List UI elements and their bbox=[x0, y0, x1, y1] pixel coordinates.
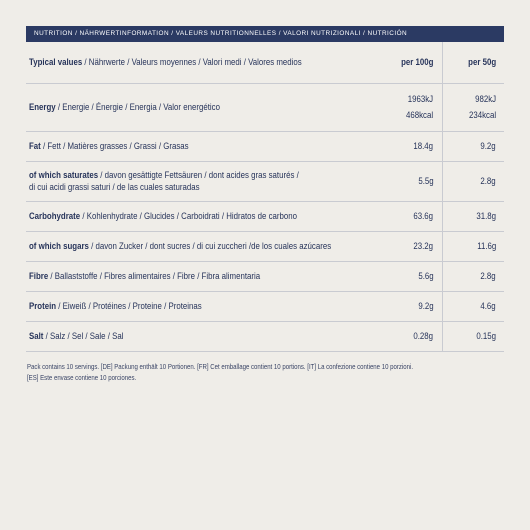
table-row-protein: Protein / Eiweiß / Protéines / Proteine … bbox=[26, 291, 504, 322]
table-row-carbohydrate: Carbohydrate / Kohlenhydrate / Glucides … bbox=[26, 201, 504, 232]
carbohydrate-per-50g: 31.8g bbox=[442, 201, 504, 232]
carbohydrate-translations: / Kohlenhydrate / Glucides / Carboidrati… bbox=[80, 210, 298, 222]
protein-translations: / Eiweiß / Protéines / Proteine / Protei… bbox=[56, 300, 202, 312]
energy-label: Energy bbox=[29, 101, 56, 113]
table-row-fibre: Fibre / Ballaststoffe / Fibres alimentai… bbox=[26, 261, 504, 292]
salt-label-cell: Salt / Salz / Sel / Sale / Sal bbox=[26, 321, 376, 352]
carbohydrate-label-cell: Carbohydrate / Kohlenhydrate / Glucides … bbox=[26, 201, 376, 232]
sugars-label: of which sugars bbox=[29, 240, 89, 252]
table-row-energy: Energy / Energie / Énergie / Energia / V… bbox=[26, 83, 504, 132]
saturates-per-50g: 2.8g bbox=[442, 161, 504, 202]
energy-per-50g-kcal: 234kcal bbox=[468, 109, 496, 121]
fibre-label-cell: Fibre / Ballaststoffe / Fibres alimentai… bbox=[26, 261, 376, 292]
energy-translations: / Energie / Énergie / Energia / Valor en… bbox=[55, 101, 220, 113]
sugars-translations: / davon Zucker / dont sucres / di cui zu… bbox=[88, 240, 332, 252]
nutrition-table: Typical values / Nährwerte / Valeurs moy… bbox=[26, 42, 504, 352]
carbohydrate-label: Carbohydrate bbox=[29, 210, 81, 222]
fat-per-50g: 9.2g bbox=[442, 131, 504, 162]
fat-label-cell: Fat / Fett / Matières grasses / Grassi /… bbox=[26, 131, 376, 162]
fibre-label: Fibre bbox=[29, 270, 49, 282]
salt-per-50g: 0.15g bbox=[442, 321, 504, 352]
saturates-label: of which saturates bbox=[29, 169, 99, 181]
servings-footnote: Pack contains 10 servings. [DE] Packung … bbox=[26, 361, 504, 383]
energy-per-100g-kj: 1963kJ bbox=[408, 93, 434, 105]
typical-values-label-cell: Typical values / Nährwerte / Valeurs moy… bbox=[26, 42, 376, 84]
typical-values-translations: / Nährwerte / Valeurs moyennes / Valori … bbox=[82, 56, 302, 68]
protein-per-50g: 4.6g bbox=[442, 291, 504, 322]
fat-translations: / Fett / Matières grasses / Grassi / Gra… bbox=[40, 140, 189, 152]
nutrition-header-bar: NUTRITION / NÄHRWERTINFORMATION / VALEUR… bbox=[26, 26, 504, 42]
salt-translations: / Salz / Sel / Sale / Sal bbox=[43, 330, 124, 342]
table-row-salt: Salt / Salz / Sel / Sale / Sal 0.28g 0.1… bbox=[26, 321, 504, 352]
energy-per-100g: 1963kJ 468kcal bbox=[376, 83, 443, 132]
sugars-per-50g: 11.6g bbox=[442, 231, 504, 262]
fat-per-100g: 18.4g bbox=[376, 131, 443, 162]
protein-per-100g: 9.2g bbox=[376, 291, 443, 322]
salt-per-100g: 0.28g bbox=[376, 321, 443, 352]
sugars-per-100g: 23.2g bbox=[376, 231, 443, 262]
fibre-per-100g: 5.6g bbox=[376, 261, 443, 292]
protein-label-cell: Protein / Eiweiß / Protéines / Proteine … bbox=[26, 291, 376, 322]
table-header-row: Typical values / Nährwerte / Valeurs moy… bbox=[26, 42, 504, 84]
salt-label: Salt bbox=[29, 330, 44, 342]
protein-label: Protein bbox=[29, 300, 57, 312]
footnote-line-2: [ES] Este envase contiene 10 porciones. bbox=[27, 373, 137, 382]
nutrition-panel: NUTRITION / NÄHRWERTINFORMATION / VALEUR… bbox=[26, 26, 504, 383]
saturates-label-cell: of which saturates / davon gesättigte Fe… bbox=[26, 161, 376, 202]
per-50g-header: per 50g bbox=[442, 42, 504, 84]
fibre-translations: / Ballaststoffe / Fibres alimentaires / … bbox=[48, 270, 261, 282]
energy-per-100g-kcal: 468kcal bbox=[406, 109, 434, 121]
typical-values-label: Typical values bbox=[29, 56, 83, 68]
sugars-label-cell: of which sugars / davon Zucker / dont su… bbox=[26, 231, 376, 262]
saturates-per-100g: 5.5g bbox=[376, 161, 443, 202]
fibre-per-50g: 2.8g bbox=[442, 261, 504, 292]
saturates-translations: / davon gesättigte Fettsäuren / dont aci… bbox=[98, 169, 299, 181]
energy-per-50g: 982kJ 234kcal bbox=[442, 83, 504, 132]
energy-per-50g-kj: 982kJ bbox=[475, 93, 496, 105]
table-row-fat: Fat / Fett / Matières grasses / Grassi /… bbox=[26, 131, 504, 162]
footnote-line-1: Pack contains 10 servings. [DE] Packung … bbox=[27, 362, 414, 371]
saturates-translations-line2: di cui acidi grassi saturi / de las cual… bbox=[29, 181, 200, 193]
energy-label-cell: Energy / Energie / Énergie / Energia / V… bbox=[26, 83, 376, 132]
per-100g-header: per 100g bbox=[376, 42, 443, 84]
table-row-saturates: of which saturates / davon gesättigte Fe… bbox=[26, 161, 504, 202]
fat-label: Fat bbox=[29, 140, 41, 152]
table-row-sugars: of which sugars / davon Zucker / dont su… bbox=[26, 231, 504, 262]
carbohydrate-per-100g: 63.6g bbox=[376, 201, 443, 232]
